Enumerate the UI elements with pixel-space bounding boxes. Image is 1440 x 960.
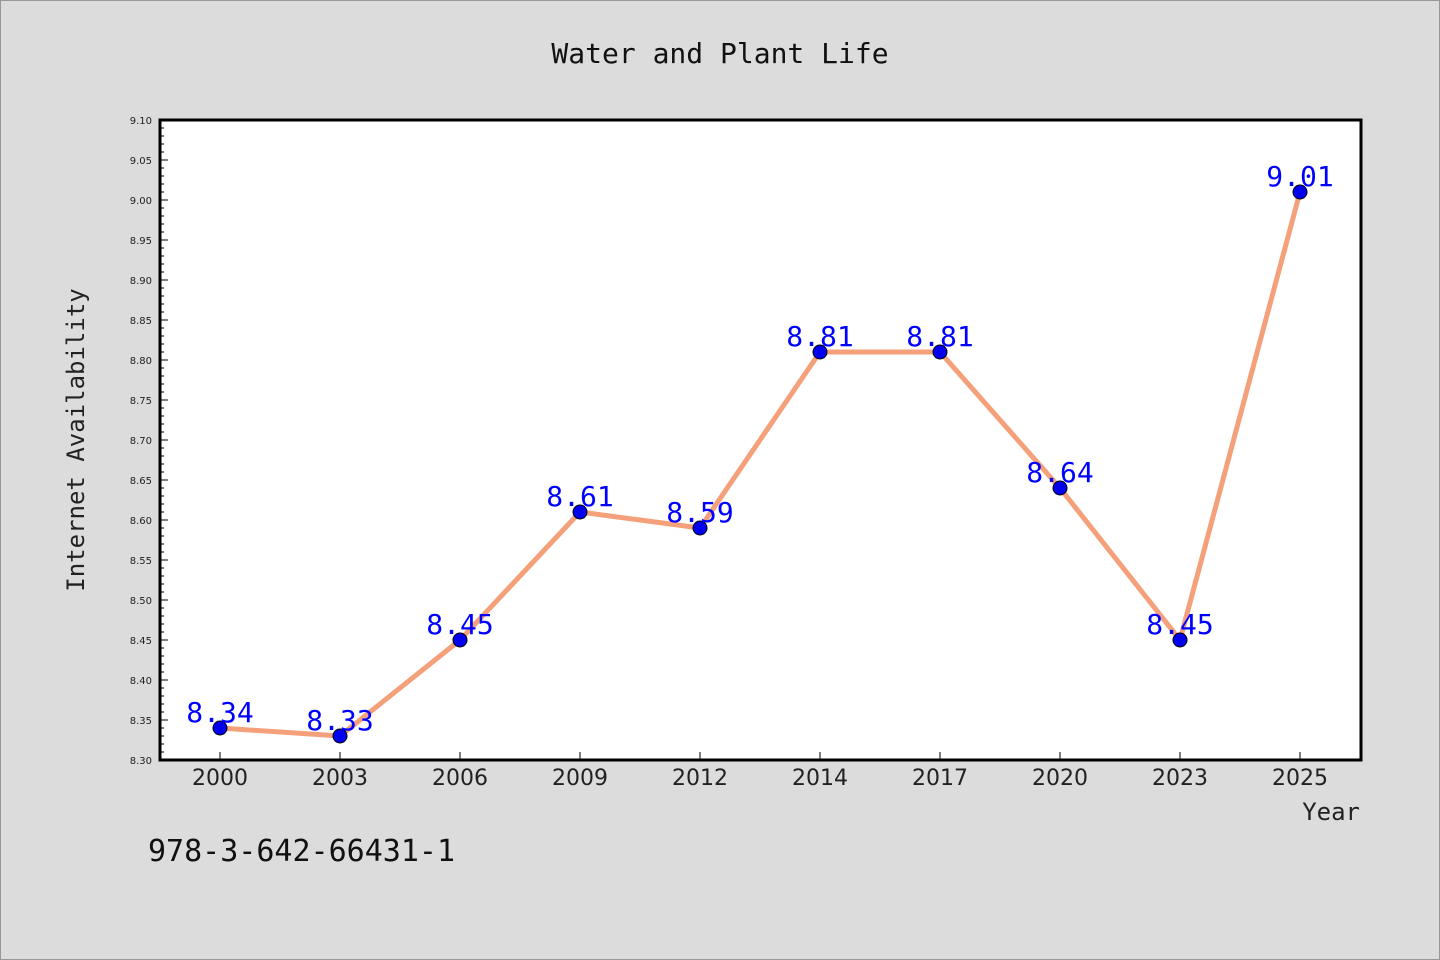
y-tick-label: 8.40: [130, 676, 152, 687]
data-point: [332, 728, 348, 744]
x-tick-label: 2017: [912, 766, 968, 791]
data-point: [572, 504, 588, 520]
y-tick-label: 8.50: [130, 596, 152, 607]
data-point: [452, 632, 468, 648]
data-point: [1292, 184, 1308, 200]
y-tick-label: 8.60: [130, 516, 152, 527]
y-tick-label: 8.70: [130, 436, 152, 447]
data-point: [692, 520, 708, 536]
data-point: [212, 720, 228, 736]
y-tick-label: 8.80: [130, 356, 152, 367]
chart-title: Water and Plant Life: [551, 37, 888, 70]
x-tick-label: 2000: [192, 766, 248, 791]
x-tick-label: 2012: [672, 766, 728, 791]
y-tick-label: 8.95: [130, 236, 152, 247]
x-tick-label: 2025: [1272, 766, 1328, 791]
x-tick-label: 2006: [432, 766, 488, 791]
data-label: 8.81: [906, 320, 973, 353]
x-tick-label: 2009: [552, 766, 608, 791]
y-tick-label: 9.10: [130, 116, 152, 127]
data-label: 8.45: [1146, 608, 1213, 641]
y-tick-label: 8.45: [130, 636, 152, 647]
y-tick-label: 8.65: [130, 476, 152, 487]
x-tick-label: 2020: [1032, 766, 1088, 791]
x-tick-label: 2003: [312, 766, 368, 791]
plot-border: [158, 118, 1363, 762]
x-axis-label: Year: [1302, 798, 1360, 826]
data-label: 8.33: [306, 704, 373, 737]
y-tick-label: 8.55: [130, 556, 152, 567]
data-point: [1052, 480, 1068, 496]
series-line: [217, 189, 1303, 739]
data-point: [1172, 632, 1188, 648]
x-tick-label: 2023: [1152, 766, 1208, 791]
x-axis: 2000 2003 2006 2009 2012 2014 2017 2020 2023 2025: [192, 752, 1328, 791]
y-tick-label: 8.30: [130, 756, 152, 767]
data-label: 8.81: [786, 320, 853, 353]
isbn-label: 978-3-642-66431-1: [148, 834, 456, 869]
data-label: 8.45: [426, 608, 493, 641]
y-tick-label: 9.00: [130, 196, 152, 207]
data-label: 8.61: [546, 480, 613, 513]
data-label: 8.34: [186, 696, 253, 729]
y-tick-label: 8.75: [130, 396, 152, 407]
y-tick-label: 8.90: [130, 276, 152, 287]
y-axis-label: Internet Availability: [62, 288, 90, 591]
data-point: [932, 344, 948, 360]
data-point: [812, 344, 828, 360]
data-label: 9.01: [1266, 160, 1333, 193]
x-tick-label: 2014: [792, 766, 848, 791]
data-label: 8.59: [666, 496, 733, 529]
series-layer: 8.34 8.33 8.45 8.61 8.59 8.81 8.81 8.64 8.45 9.01: [186, 160, 1334, 744]
y-tick-label: 8.85: [130, 316, 152, 327]
y-tick-label: 8.35: [130, 716, 152, 727]
data-label: 8.64: [1026, 456, 1093, 489]
y-tick-label: 9.05: [130, 156, 152, 167]
